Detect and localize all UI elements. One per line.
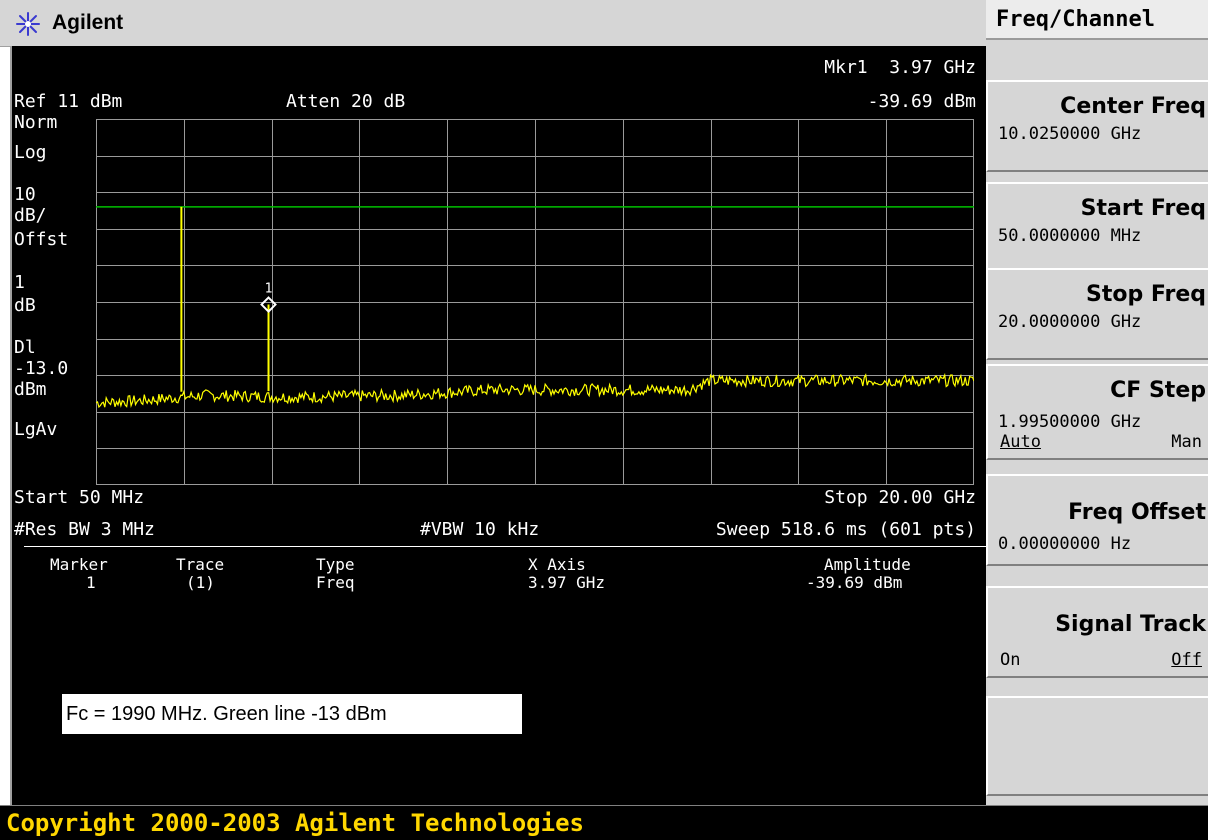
status-bar: Copyright 2000-2003 Agilent Technologies (0, 805, 1208, 840)
signal-track-on-option: On (1000, 650, 1021, 670)
freq-offset-softkey[interactable]: Freq Offset 0.00000000 Hz (986, 474, 1208, 566)
vbw: #VBW 10 kHz (420, 519, 540, 540)
annot-offset: Offst (14, 229, 69, 250)
freq-offset-value: 0.00000000 Hz (998, 534, 1132, 554)
annot-display-line-unit: dBm (14, 379, 47, 400)
annotation-note: Fc = 1990 MHz. Green line -13 dBm (62, 694, 522, 734)
marker-diamond (260, 296, 277, 313)
marker-readout-freq: Mkr1 3.97 GHz (824, 57, 976, 78)
title-bar: Agilent (0, 0, 986, 47)
center-freq-value: 10.0250000 GHz (998, 124, 1142, 144)
blank-softkey[interactable] (986, 696, 1208, 796)
col-header-type: Type (316, 555, 355, 574)
brand-name: Agilent (52, 11, 124, 34)
cf-step-softkey[interactable]: CF Step 1.99500000 GHz Auto Man (986, 364, 1208, 460)
stop-freq-softkey[interactable]: Stop Freq 20.0000000 GHz (986, 268, 1208, 360)
cf-step-label: CF Step (1110, 378, 1206, 403)
signal-track-off-option: Off (1171, 650, 1202, 670)
softkey-menu: Freq/Channel Center Freq 10.0250000 GHz … (986, 0, 1208, 805)
menu-title-label: Freq/Channel (996, 7, 1155, 32)
signal-track-softkey[interactable]: Signal Track On Off (986, 586, 1208, 678)
atten: Atten 20 dB (286, 91, 406, 112)
annot-average: LgAv (14, 419, 58, 440)
start-freq-softkey[interactable]: Start Freq 50.0000000 MHz (986, 182, 1208, 274)
annot-log: Log (14, 142, 47, 163)
ref-level: Ref 11 dBm (14, 91, 123, 112)
freq-offset-label: Freq Offset (1068, 500, 1206, 525)
annot-display-line: Dl (14, 337, 36, 358)
annot-norm: Norm (14, 112, 58, 133)
annot-scale-unit: dB/ (14, 205, 47, 226)
annot-offset-unit: dB (14, 295, 36, 316)
table-cell-marker: 1 (86, 573, 96, 592)
marker-readout-amp: -39.69 dBm (867, 91, 976, 112)
sweep: Sweep 518.6 ms (601 pts) (715, 519, 976, 540)
stop-freq-label: Stop Freq (1085, 282, 1206, 307)
copyright-text: Copyright 2000-2003 Agilent Technologies (6, 809, 584, 837)
cf-step-man-option: Man (1171, 432, 1202, 452)
marker-label: 1 (265, 282, 273, 297)
cf-step-auto-option: Auto (1000, 432, 1041, 452)
center-freq-label: Center Freq (1060, 94, 1206, 119)
table-divider (24, 546, 990, 547)
annot-offset-value: 1 (14, 272, 25, 293)
start-freq: Start 50 MHz (14, 487, 145, 508)
col-header-trace: Trace (176, 555, 225, 574)
table-cell-amplitude: -39.69 dBm (806, 573, 903, 592)
menu-title: Freq/Channel (986, 0, 1208, 40)
agilent-spark-icon (16, 12, 40, 36)
center-freq-softkey[interactable]: Center Freq 10.0250000 GHz (986, 80, 1208, 172)
start-freq-value: 50.0000000 MHz (998, 226, 1142, 246)
col-header-marker: Marker (50, 555, 108, 574)
stop-freq-value: 20.0000000 GHz (998, 312, 1142, 332)
annot-scale: 10 (14, 184, 36, 205)
stop-freq: Stop 20.00 GHz (824, 487, 976, 508)
col-header-amplitude: Amplitude (824, 555, 911, 574)
analyzer-screen: Mkr1 3.97 GHz Ref 11 dBm Atten 20 dB -39… (10, 46, 990, 805)
table-cell-x-axis: 3.97 GHz (528, 573, 606, 592)
annot-display-line-value: -13.0 (14, 358, 69, 379)
res-bw: #Res BW 3 MHz (14, 519, 155, 540)
cf-step-value: 1.99500000 GHz (998, 412, 1142, 432)
table-cell-trace: (1) (186, 573, 215, 592)
spectrum-plot: 1 (96, 119, 974, 485)
signal-track-label: Signal Track (1055, 612, 1206, 637)
noise-floor-trace (96, 372, 974, 409)
table-cell-type: Freq (316, 573, 355, 592)
start-freq-label: Start Freq (1080, 196, 1206, 221)
col-header-x-axis: X Axis (528, 555, 586, 574)
